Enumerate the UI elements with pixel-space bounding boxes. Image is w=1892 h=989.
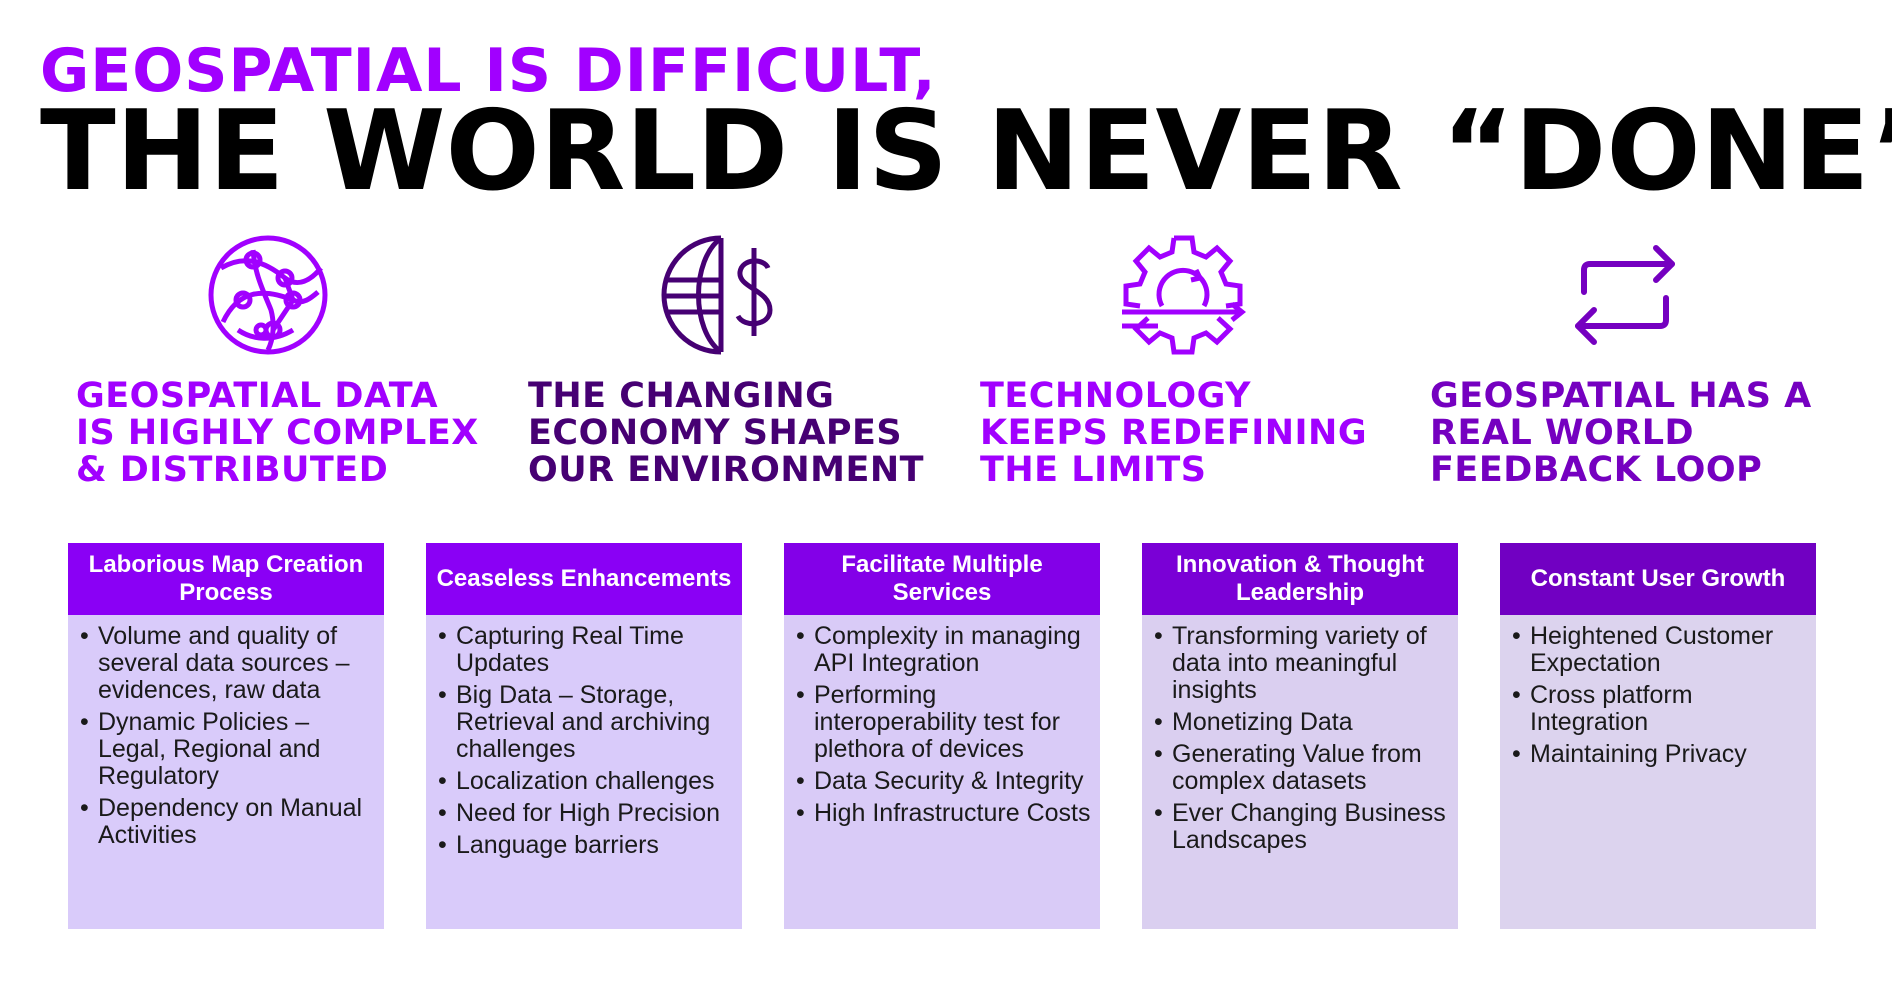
theme-heading: THE CHANGING ECONOMY SHAPES OUR ENVIRONM… [528,378,924,489]
card-body: Capturing Real Time Updates Big Data – S… [426,615,742,929]
card-body: Complexity in managing API Integration P… [784,615,1100,929]
list-item: Complexity in managing API Integration [792,623,1092,677]
list-item: Generating Value from complex datasets [1150,741,1450,795]
card-constant-user-growth: Constant User Growth Heightened Customer… [1500,543,1816,929]
list-item: Language barriers [434,832,734,860]
card-body: Volume and quality of several data sourc… [68,615,384,929]
theme-heading-line: THE CHANGING [528,376,835,416]
loop-arrows-icon [1575,245,1675,345]
theme-heading: GEOSPATIAL HAS A REAL WORLD FEEDBACK LOO… [1430,378,1812,489]
card-header: Facilitate Multiple Services [784,543,1100,615]
list-item: Ever Changing Business Landscapes [1150,800,1450,854]
globe-dollar-icon [661,235,773,355]
list-item: Big Data – Storage, Retrieval and archiv… [434,682,734,763]
list-item: Transforming variety of data into meanin… [1150,623,1450,704]
theme-heading-line: FEEDBACK LOOP [1430,450,1763,490]
list-item: Localization challenges [434,768,734,796]
card-body: Heightened Customer Expectation Cross pl… [1500,615,1816,929]
card-header: Constant User Growth [1500,543,1816,615]
list-item: Dynamic Policies – Legal, Regional and R… [76,709,376,790]
list-item: Capturing Real Time Updates [434,623,734,677]
card-body: Transforming variety of data into meanin… [1142,615,1458,929]
theme-heading-line: GEOSPATIAL DATA [76,376,439,416]
gear-refresh-icon [1122,235,1247,355]
list-item: Monetizing Data [1150,709,1450,737]
list-item: Need for High Precision [434,800,734,828]
list-item: Dependency on Manual Activities [76,795,376,849]
theme-heading-line: IS HIGHLY COMPLEX [76,413,479,453]
theme-heading-line: TECHNOLOGY [980,376,1251,416]
list-item: Maintaining Privacy [1508,741,1808,769]
card-innovation-thought-leadership: Innovation & Thought Leadership Transfor… [1142,543,1458,929]
title-line-1: GEOSPATIAL IS DIFFICULT, [40,36,937,106]
theme-heading-line: GEOSPATIAL HAS A [1430,376,1812,416]
theme-heading-line: ECONOMY SHAPES [528,413,903,453]
list-item: Volume and quality of several data sourc… [76,623,376,704]
theme-heading: TECHNOLOGY KEEPS REDEFINING THE LIMITS [980,378,1367,489]
list-item: Cross platform Integration [1508,682,1808,736]
card-header: Innovation & Thought Leadership [1142,543,1458,615]
title-line-2: THE WORLD IS NEVER “DONE” [40,87,1892,216]
theme-heading-line: KEEPS REDEFINING [980,413,1368,453]
list-item: High Infrastructure Costs [792,800,1092,828]
theme-heading: GEOSPATIAL DATA IS HIGHLY COMPLEX & DIST… [76,378,479,489]
card-facilitate-multiple-services: Facilitate Multiple Services Complexity … [784,543,1100,929]
theme-heading-line: & DISTRIBUTED [76,450,389,490]
globe-network-icon [208,235,328,355]
theme-heading-line: REAL WORLD [1430,413,1695,453]
list-item: Data Security & Integrity [792,768,1092,796]
theme-heading-line: OUR ENVIRONMENT [528,450,925,490]
card-ceaseless-enhancements: Ceaseless Enhancements Capturing Real Ti… [426,543,742,929]
card-header: Laborious Map Creation Process [68,543,384,615]
theme-heading-line: THE LIMITS [980,450,1207,490]
card-laborious-map-creation: Laborious Map Creation Process Volume an… [68,543,384,929]
card-header: Ceaseless Enhancements [426,543,742,615]
list-item: Heightened Customer Expectation [1508,623,1808,677]
list-item: Performing interoperability test for ple… [792,682,1092,763]
